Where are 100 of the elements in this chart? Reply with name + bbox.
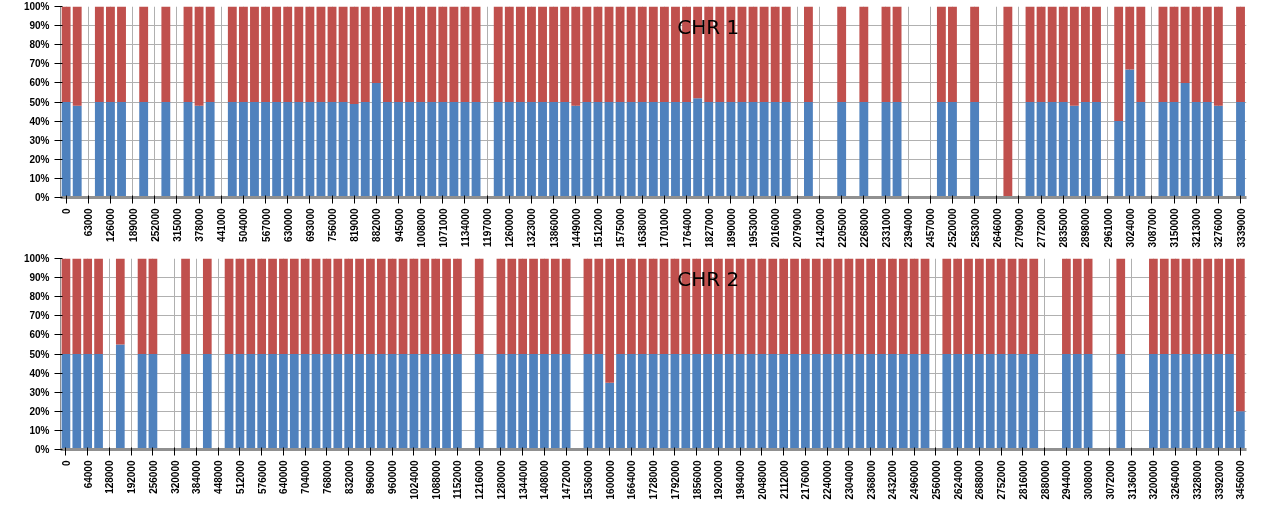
bar (338, 6, 348, 102)
x-tick-label: 2176000 (800, 460, 812, 500)
x-tick-label: 882000 (371, 208, 383, 242)
bar (714, 354, 723, 450)
bar (460, 6, 470, 102)
bar (560, 6, 570, 102)
bar (504, 102, 514, 198)
x-tick-label: 384000 (191, 460, 203, 494)
y-tick-label: 50% (29, 348, 50, 360)
x-tick-label: 1008000 (415, 208, 427, 248)
bar (953, 354, 962, 450)
bar (387, 354, 397, 450)
x-tick-label: 2240000 (822, 460, 834, 500)
bar (550, 258, 560, 354)
bar (194, 6, 204, 106)
x-tick-label: 1728000 (648, 460, 660, 500)
x-tick-label: 1984000 (735, 460, 747, 500)
bar (970, 6, 980, 102)
bar (416, 102, 426, 198)
bar (975, 354, 984, 450)
bar (300, 258, 310, 354)
bar (1062, 354, 1071, 450)
x-tick-label: 2142000 (814, 208, 826, 248)
x-tick-label: 1280000 (495, 460, 507, 500)
bar (161, 102, 171, 198)
bar (279, 354, 288, 450)
x-tick-label: 1827000 (703, 208, 715, 248)
bar (1192, 258, 1202, 354)
bar (1159, 354, 1169, 450)
bar (953, 258, 962, 354)
bar (427, 102, 437, 198)
x-tick-label: 1449000 (570, 208, 582, 248)
bar (366, 354, 375, 450)
bar (1159, 258, 1169, 354)
bar (837, 102, 847, 198)
bar (615, 6, 625, 102)
bar (529, 354, 538, 450)
bar (757, 354, 767, 450)
x-tick-label: 2048000 (756, 460, 768, 500)
bar (770, 6, 780, 102)
bar (594, 258, 604, 354)
x-tick-label: 1024000 (408, 460, 420, 500)
x-tick-label: 252000 (149, 208, 161, 242)
bar (637, 354, 647, 450)
bar (61, 258, 71, 354)
x-tick-label: 768000 (321, 460, 333, 494)
bar (1114, 6, 1124, 122)
x-tick-label: 126000 (105, 208, 117, 242)
bar (139, 102, 149, 198)
bar (137, 258, 147, 354)
x-tick-label: 2331000 (880, 208, 892, 248)
bar (593, 102, 603, 198)
bar (920, 354, 930, 450)
bar (474, 354, 484, 450)
bar (250, 102, 259, 198)
bar (942, 258, 952, 354)
bar (964, 354, 973, 450)
bar (881, 6, 891, 102)
bar (888, 354, 897, 450)
bar (1236, 411, 1245, 450)
bar (605, 382, 615, 450)
x-tick-label: 1152000 (452, 460, 464, 499)
x-tick-label: 1764000 (681, 208, 693, 248)
bar (1047, 102, 1057, 198)
bar (715, 102, 725, 198)
bar (333, 354, 343, 450)
bar (538, 102, 547, 198)
bar (1203, 258, 1213, 354)
bar (322, 258, 332, 354)
bar (376, 354, 386, 450)
x-tick-label: 2961000 (1102, 208, 1114, 248)
bar (540, 258, 549, 354)
bar (405, 6, 415, 102)
bar (648, 6, 658, 102)
bar (453, 258, 462, 354)
bar (106, 102, 115, 198)
bar (1072, 258, 1082, 354)
bar (355, 354, 364, 450)
bar (855, 258, 865, 354)
y-tick-label: 0% (35, 192, 50, 203)
bar (289, 258, 299, 354)
bar (106, 6, 115, 102)
bar (83, 258, 93, 354)
x-tick-label: 0 (61, 208, 73, 215)
x-tick-label: 1344000 (517, 460, 529, 500)
x-tick-label: 2688000 (974, 460, 986, 500)
x-tick-label: 1197000 (482, 208, 494, 247)
bar (61, 6, 71, 102)
bar (866, 258, 875, 354)
bar (822, 354, 832, 450)
x-tick-label: 960000 (387, 460, 399, 494)
bar (781, 102, 791, 198)
bar (224, 258, 234, 354)
x-tick-label: 1701000 (659, 208, 671, 248)
bar (985, 258, 995, 354)
bar (1125, 6, 1135, 70)
bar (94, 258, 103, 354)
bar (1029, 354, 1039, 450)
bar (1180, 6, 1190, 83)
x-tick-label: 3072000 (1104, 460, 1116, 500)
